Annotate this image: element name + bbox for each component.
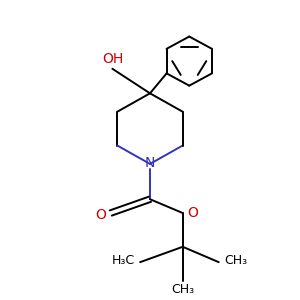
- Text: CH₃: CH₃: [171, 283, 194, 296]
- Text: CH₃: CH₃: [224, 254, 247, 267]
- Text: H₃C: H₃C: [112, 254, 135, 267]
- Text: O: O: [95, 208, 106, 222]
- Text: O: O: [187, 206, 198, 220]
- Text: OH: OH: [102, 52, 123, 66]
- Text: N: N: [145, 156, 155, 170]
